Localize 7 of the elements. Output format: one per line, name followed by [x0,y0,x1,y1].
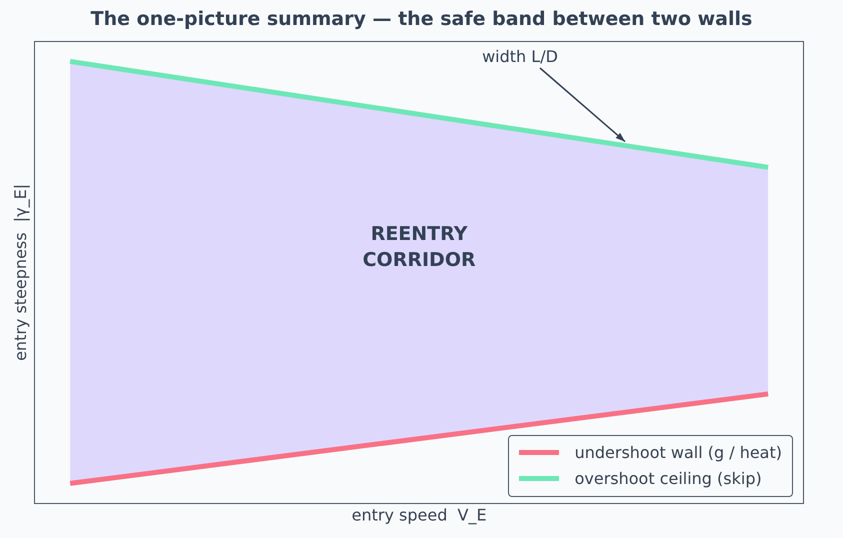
annotation: width L/D [482,47,558,66]
x-axis-title: entry speed V_E [352,506,487,525]
y-axis-title: entry steepness |γ_E| [10,184,30,361]
legend-label: overshoot ceiling (skip) [574,468,762,490]
legend-label: undershoot wall (g / heat) [574,442,782,464]
annotation: REENTRY CORRIDOR [362,222,476,271]
chart-title: The one-picture summary — the safe band between two walls [90,8,754,30]
